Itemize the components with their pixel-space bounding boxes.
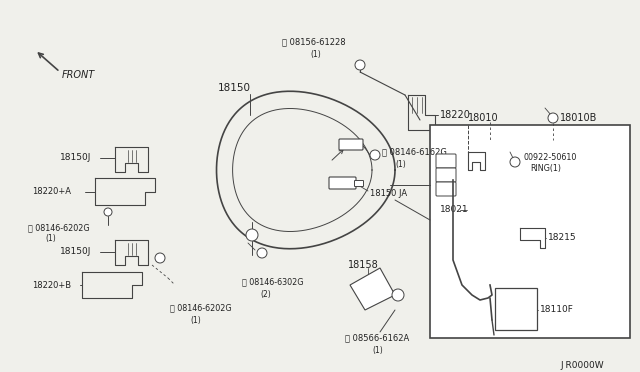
- Circle shape: [257, 248, 267, 258]
- Text: 18110F: 18110F: [540, 305, 574, 314]
- Circle shape: [548, 113, 558, 123]
- FancyBboxPatch shape: [329, 177, 356, 189]
- Circle shape: [155, 253, 165, 263]
- Text: Ⓢ 08566-6162A: Ⓢ 08566-6162A: [345, 334, 409, 343]
- Text: 18150J: 18150J: [60, 154, 92, 163]
- Text: Ⓑ 08146-6302G: Ⓑ 08146-6302G: [242, 278, 303, 286]
- Circle shape: [370, 150, 380, 160]
- Bar: [430, 125, 630, 338]
- Text: J R0000W: J R0000W: [560, 360, 604, 369]
- Text: 18220: 18220: [440, 110, 471, 120]
- Bar: [495, 288, 537, 330]
- Text: 18158: 18158: [348, 260, 379, 270]
- Circle shape: [104, 208, 112, 216]
- FancyBboxPatch shape: [436, 168, 456, 182]
- Text: (2): (2): [260, 289, 271, 298]
- Text: 00922-50610: 00922-50610: [524, 154, 577, 163]
- Text: (1): (1): [395, 160, 406, 169]
- Text: (1): (1): [45, 234, 56, 244]
- Text: 18150J: 18150J: [60, 247, 92, 257]
- FancyBboxPatch shape: [436, 182, 456, 196]
- Text: Ⓑ 08146-6202G: Ⓑ 08146-6202G: [28, 224, 90, 232]
- Text: 18215: 18215: [548, 234, 577, 243]
- Text: 18010B: 18010B: [560, 113, 597, 123]
- FancyBboxPatch shape: [436, 154, 456, 168]
- Circle shape: [392, 289, 404, 301]
- FancyBboxPatch shape: [339, 139, 363, 150]
- Text: (1): (1): [190, 315, 201, 324]
- Circle shape: [355, 60, 365, 70]
- Text: Ⓑ 08156-61228: Ⓑ 08156-61228: [282, 38, 346, 46]
- Text: RING(1): RING(1): [530, 164, 561, 173]
- Text: FRONT: FRONT: [62, 70, 95, 80]
- Text: 18150 JA: 18150 JA: [370, 189, 407, 198]
- Text: Ⓑ 08146-6202G: Ⓑ 08146-6202G: [170, 304, 232, 312]
- FancyBboxPatch shape: [355, 180, 364, 186]
- Text: 18220+B: 18220+B: [32, 280, 71, 289]
- Polygon shape: [350, 268, 395, 310]
- Text: (1): (1): [372, 346, 383, 355]
- Text: Ⓑ 08146-6162G: Ⓑ 08146-6162G: [382, 148, 447, 157]
- Circle shape: [246, 229, 258, 241]
- Circle shape: [510, 157, 520, 167]
- Text: 18150: 18150: [218, 83, 251, 93]
- Text: (1): (1): [310, 49, 321, 58]
- Text: 18021: 18021: [440, 205, 468, 215]
- Text: 18010: 18010: [468, 113, 499, 123]
- Text: 18220+A: 18220+A: [32, 187, 71, 196]
